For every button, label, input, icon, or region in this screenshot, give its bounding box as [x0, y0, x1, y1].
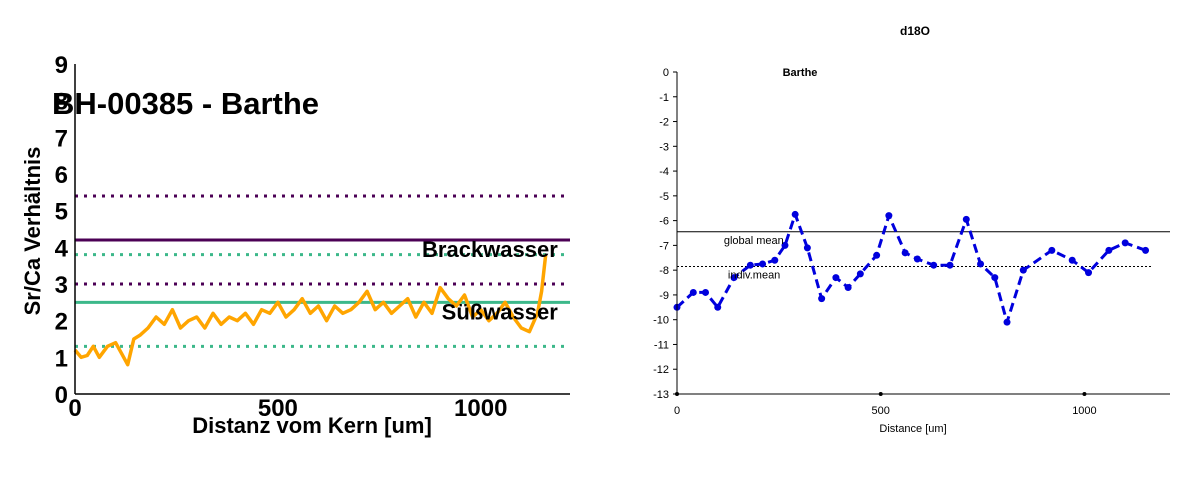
y-tick-label: 3: [55, 272, 68, 299]
data-point: [832, 274, 840, 282]
annotations: global mean indiv.mean: [724, 235, 784, 282]
data-point: [803, 244, 811, 252]
data-point: [1003, 318, 1011, 326]
y-tick-label: -7: [659, 240, 669, 252]
y-tick-label: -12: [653, 364, 669, 376]
data-point: [856, 270, 864, 278]
data-point: [791, 210, 799, 218]
data-point: [689, 288, 697, 296]
data-point: [913, 255, 921, 263]
x-tick-label: 500: [872, 405, 890, 417]
chart-title: d18O: [900, 24, 930, 38]
data-point: [991, 274, 999, 282]
x-tick-mark: [1082, 392, 1087, 396]
reference-lines: [677, 231, 1170, 267]
data-point: [946, 261, 954, 269]
annotations: Brackwasser Süßwasser: [422, 237, 558, 324]
y-tick-label: -6: [659, 216, 669, 228]
chart-title: BH-00385 - Barthe: [52, 86, 319, 121]
data-point: [901, 249, 909, 257]
data-point: [1068, 256, 1076, 264]
x-axis-label: Distance [um]: [879, 423, 946, 435]
x-tick-labels: 0 500 1000: [68, 395, 507, 422]
d18o-chart: d18O Barthe 0 -1 -2 -3 -4 -5 -6 -7 -8 -9 -10 -11 -12…: [653, 24, 1170, 435]
reference-lines: [75, 194, 570, 348]
x-axis-label: Distanz vom Kern [um]: [192, 413, 432, 438]
y-tick-labels: 0 -1 -2 -3 -4 -5 -6 -7 -8 -9 -10 -11 -12 -13: [653, 67, 677, 401]
y-tick-label: -9: [659, 290, 669, 302]
y-tick-label: 6: [55, 162, 68, 189]
data-point: [844, 283, 852, 291]
y-tick-label: 9: [55, 52, 68, 79]
data-point: [1105, 246, 1113, 254]
data-point: [759, 260, 767, 268]
y-tick-label: -3: [659, 141, 669, 153]
y-tick-label: 0: [55, 382, 68, 409]
y-tick-label: -10: [653, 315, 669, 327]
y-axis-label: Sr/Ca Verhältnis: [20, 147, 45, 316]
x-tick-label: 0: [674, 405, 680, 417]
y-tick-label: -5: [659, 191, 669, 203]
data-point: [1142, 246, 1150, 254]
data-point: [1019, 266, 1027, 274]
y-tick-label: -11: [654, 339, 669, 351]
y-tick-label: 2: [55, 309, 68, 336]
data-point: [714, 303, 722, 311]
annotation-label: global mean: [724, 235, 784, 247]
y-tick-label: 8: [55, 89, 68, 116]
annotation-label: indiv.mean: [728, 269, 780, 281]
d18o-series-line: [675, 212, 1147, 324]
chart-subtitle: Barthe: [783, 67, 818, 79]
x-tick-label: 1000: [1072, 405, 1096, 417]
y-tick-label: -2: [659, 117, 669, 129]
y-tick-label: 4: [55, 235, 69, 262]
data-point: [746, 261, 754, 269]
y-tick-label: -8: [659, 265, 669, 277]
y-tick-label: 7: [55, 125, 68, 152]
x-tick-labels: 0 500 1000: [674, 392, 1097, 417]
y-tick-label: 5: [55, 199, 68, 226]
data-point: [885, 212, 893, 220]
y-tick-label: -1: [659, 92, 669, 104]
data-point: [781, 241, 789, 249]
x-tick-mark: [878, 392, 883, 396]
sr-ca-series-line: [73, 254, 548, 367]
d18o-points: [673, 210, 1150, 326]
data-point: [873, 251, 881, 259]
data-point: [730, 274, 738, 282]
x-tick-label: 0: [68, 395, 81, 422]
y-tick-label: -13: [653, 389, 669, 401]
annotation-label: Brackwasser: [422, 237, 558, 262]
y-tick-label: -4: [659, 166, 669, 178]
data-point: [702, 288, 710, 296]
data-point: [977, 260, 985, 268]
x-tick-label: 500: [258, 395, 298, 422]
y-tick-labels: 0 1 2 3 4 5 6 7 8 9: [55, 52, 69, 409]
data-point: [1085, 269, 1093, 277]
x-tick-mark: [675, 392, 679, 396]
data-point: [771, 256, 779, 264]
data-point: [930, 261, 938, 269]
y-tick-label: 1: [55, 345, 68, 372]
data-point: [1048, 246, 1056, 254]
x-tick-label: 1000: [454, 395, 507, 422]
data-point: [818, 295, 826, 303]
annotation-label: Süßwasser: [442, 300, 559, 325]
data-point: [1121, 239, 1129, 247]
data-point: [962, 215, 970, 223]
y-tick-label: 0: [663, 67, 669, 79]
